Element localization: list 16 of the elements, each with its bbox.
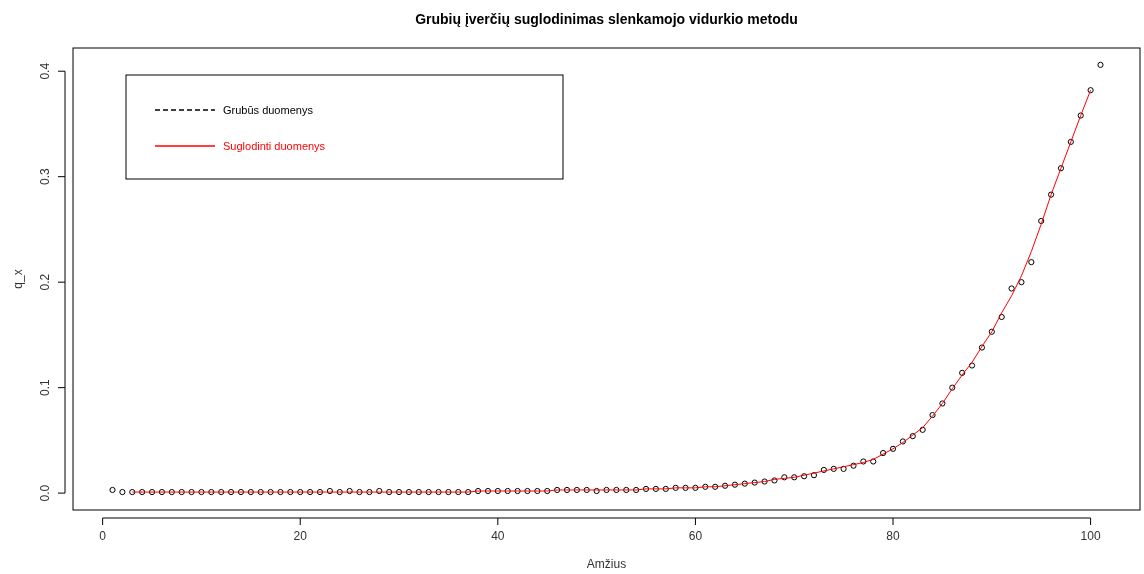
y-tick-label: 0.2 [38, 273, 52, 291]
x-tick-label: 0 [99, 529, 107, 543]
y-tick-label: 0.0 [38, 484, 52, 502]
x-tick-label: 20 [293, 529, 308, 543]
text: Grubūs duomenys [223, 104, 314, 116]
text: Suglodinti duomenys [223, 140, 326, 152]
x-axis-title: Amžius [586, 557, 627, 571]
x-tick-label: 40 [491, 529, 505, 543]
y-axis-title: q_x [11, 269, 25, 289]
chart-title: Grubių įverčių suglodinimas slenkamojo vidurkio metodu [415, 11, 798, 27]
y-tick-label: 0.4 [38, 62, 52, 80]
x-tick-label: 80 [886, 529, 900, 543]
x-tick-label: 60 [688, 529, 703, 543]
x-tick-label: 100 [1080, 529, 1101, 543]
y-tick-label: 0.1 [38, 378, 52, 396]
y-tick-label: 0.3 [38, 168, 52, 186]
